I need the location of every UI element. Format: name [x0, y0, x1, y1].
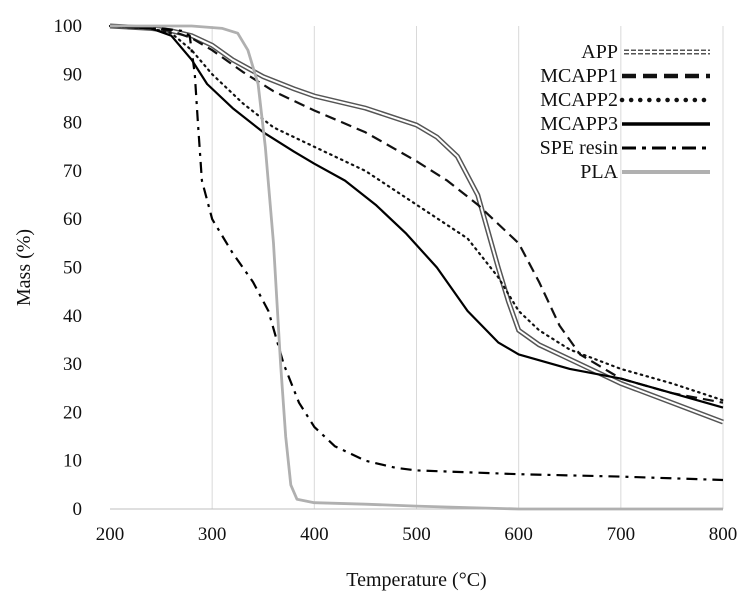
- series-mcapp2: [108, 24, 725, 402]
- y-tick-label: 70: [63, 161, 82, 182]
- y-tick-label: 50: [63, 258, 82, 279]
- series-mcapp1: [109, 24, 724, 404]
- x-tick-label: 700: [607, 524, 636, 545]
- legend-label: MCAPP2: [540, 89, 618, 111]
- legend-entry: PLA: [580, 161, 710, 183]
- y-tick-label: 100: [54, 16, 83, 37]
- legend-entry: APP: [581, 41, 710, 63]
- legend-label: SPE resin: [540, 137, 618, 159]
- grid-lines: [211, 26, 724, 509]
- series-line: [108, 24, 725, 402]
- legend-label: MCAPP3: [540, 113, 618, 135]
- legend-label: MCAPP1: [540, 65, 618, 87]
- series-line: [109, 24, 724, 404]
- y-tick-label: 30: [63, 354, 82, 375]
- y-tick-label: 90: [63, 64, 82, 85]
- legend-label: PLA: [580, 161, 618, 183]
- x-tick-label: 500: [402, 524, 431, 545]
- legend-entry: MCAPP2: [540, 89, 713, 111]
- x-tick-label: 200: [96, 524, 125, 545]
- series-spe-resin: [109, 24, 724, 482]
- x-tick-label: 400: [300, 524, 329, 545]
- x-tick-label: 800: [709, 524, 738, 545]
- series-line: [110, 24, 723, 511]
- x-tick-label: 600: [504, 524, 533, 545]
- series-line-inner: [109, 25, 724, 424]
- y-tick-label: 20: [63, 402, 82, 423]
- y-tick-label: 0: [73, 499, 83, 520]
- series-pla: [110, 24, 723, 511]
- x-axis-title: Temperature (°C): [346, 569, 486, 591]
- series-lines: [108, 23, 725, 511]
- y-axis-title: Mass (%): [13, 229, 35, 306]
- y-tick-label: 80: [63, 113, 82, 134]
- y-tick-label: 10: [63, 451, 82, 472]
- axes: 200 300 400 500 600 700 800 0 10 20 30 40 50 60 70 80 90…: [54, 16, 738, 545]
- legend-entry: MCAPP1: [540, 65, 710, 87]
- legend-label: APP: [581, 41, 618, 63]
- x-tick-label: 300: [198, 524, 227, 545]
- series-app: [109, 23, 724, 425]
- series-line: [109, 24, 724, 482]
- legend-entry: SPE resin: [540, 137, 710, 159]
- legend-entry: MCAPP3: [540, 113, 710, 135]
- y-tick-label: 40: [63, 306, 82, 327]
- y-tick-label: 60: [63, 209, 82, 230]
